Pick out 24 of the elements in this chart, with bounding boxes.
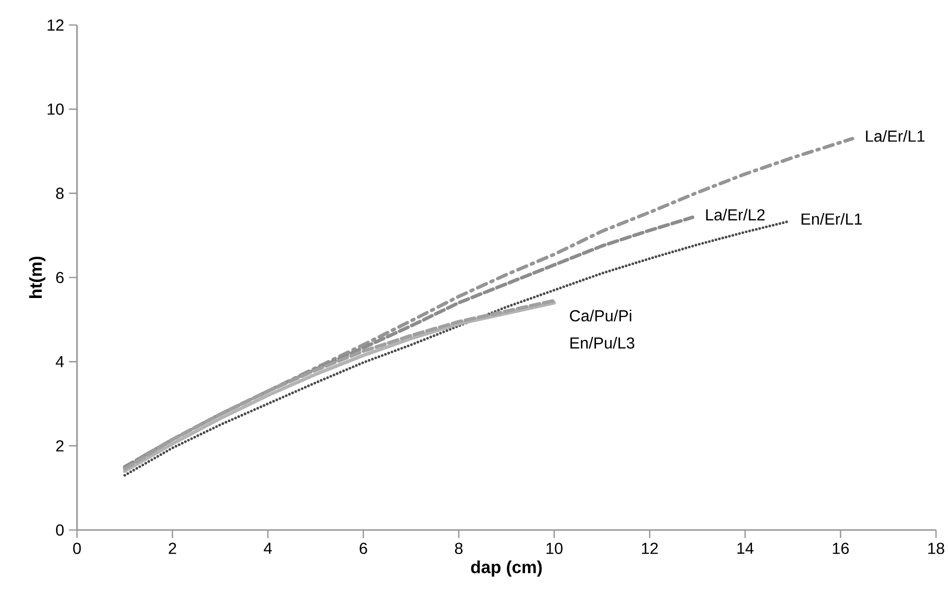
y-tick-label: 8 (56, 188, 64, 199)
x-axis-title: dap (cm) (471, 560, 542, 577)
x-tick-label: 0 (73, 542, 81, 554)
y-tick-label: 2 (56, 440, 64, 452)
series-label: Ca/Pu/Pi (570, 310, 632, 322)
x-tick-label: 4 (264, 542, 272, 554)
y-tick-label: 0 (56, 524, 64, 536)
x-tick-label: 8 (455, 542, 463, 554)
series-label: En/Er/L1 (802, 212, 862, 225)
y-tick-label: 10 (48, 104, 64, 115)
y-tick-label: 6 (56, 272, 64, 284)
x-tick-label: 18 (928, 542, 944, 554)
x-tick-label: 16 (832, 542, 849, 554)
x-tick-label: 10 (546, 542, 563, 554)
y-tick-label: 4 (56, 356, 64, 368)
series-label: La/Er/L1 (866, 130, 924, 142)
y-axis-title: ht(m) (29, 256, 46, 298)
series-label: La/Er/L2 (706, 208, 765, 221)
text: En/Pu/L3 (570, 336, 634, 349)
x-tick-label: 12 (642, 542, 658, 554)
x-tick-label: 6 (360, 542, 368, 554)
x-tick-label: 14 (737, 542, 754, 554)
y-tick-label: 12 (48, 19, 64, 31)
x-tick-label: 2 (168, 542, 176, 554)
